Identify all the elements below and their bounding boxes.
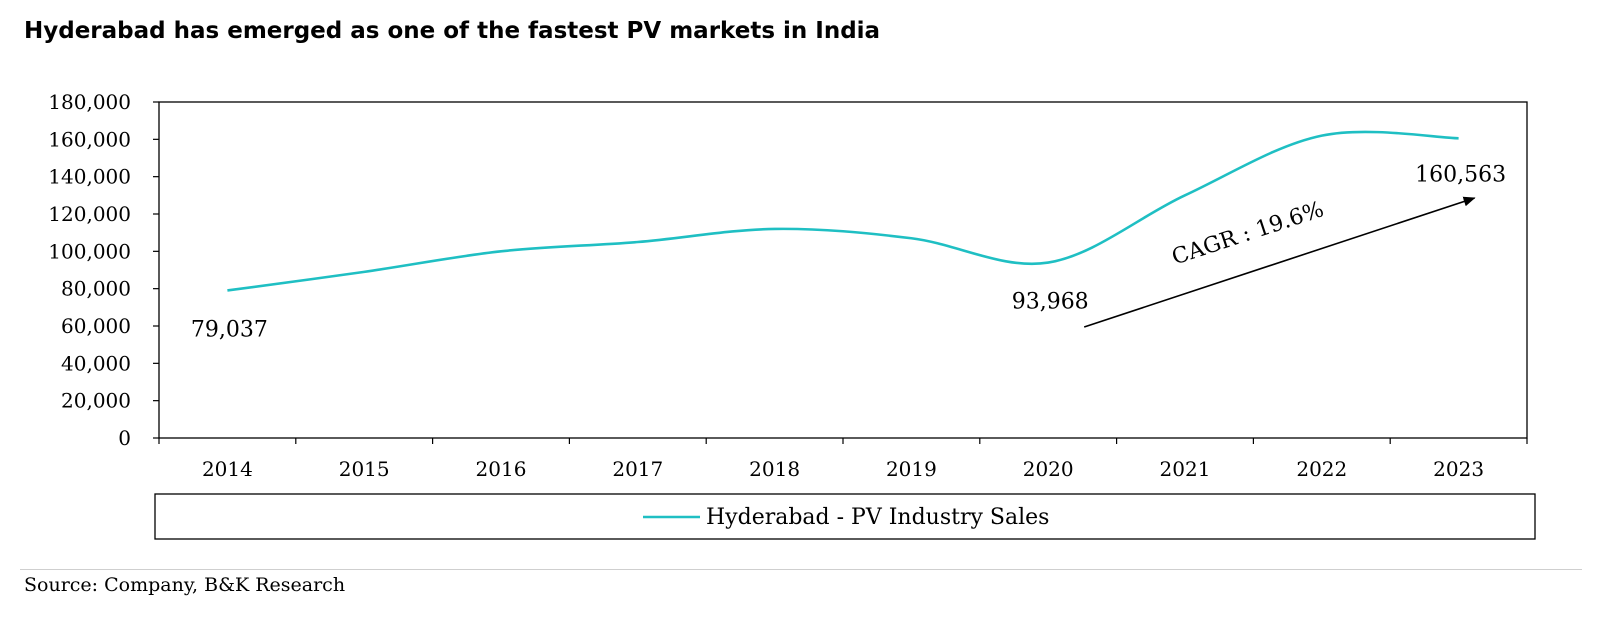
y-tick-label: 160,000 [48,127,131,151]
x-tick-label: 2018 [749,457,800,481]
cagr-arrow [1083,196,1476,328]
y-tick-label: 40,000 [61,351,131,375]
x-tick-label: 2022 [1296,457,1347,481]
y-tick-label: 140,000 [48,165,131,189]
y-tick-label: 60,000 [61,314,131,338]
line-chart: 0 20,000 40,000 60,000 80,000 100,000 120,000 1… [48,90,1536,540]
x-tick-label: 2020 [1023,457,1074,481]
x-tick-label: 2017 [612,457,663,481]
plot-area-frame [158,101,1528,439]
cagr-annotation: CAGR : 19.6% [1083,196,1476,328]
data-label: 93,968 [1012,290,1089,315]
legend-box [154,493,1536,540]
source-note: Source: Company, B&K Research [24,574,346,596]
legend-label: Hyderabad - PV Industry Sales [706,505,1049,530]
chart-title: Hyderabad has emerged as one of the fast… [24,18,881,44]
y-tick-label: 80,000 [61,277,131,301]
x-tick-label: 2021 [1160,457,1211,481]
y-tick-label: 0 [118,426,131,450]
y-axis: 0 20,000 40,000 60,000 80,000 100,000 120,000 1… [48,90,159,450]
legend: Hyderabad - PV Industry Sales [154,493,1536,540]
x-tick-label: 2015 [339,457,390,481]
x-tick-label: 2023 [1433,457,1484,481]
x-tick-label: 2019 [886,457,937,481]
x-tick-label: 2014 [202,457,253,481]
y-tick-label: 20,000 [61,389,131,413]
x-tick-label: 2016 [476,457,527,481]
data-labels: 79,037 93,968 160,563 [191,162,1506,342]
y-tick-label: 120,000 [48,202,131,226]
data-label: 79,037 [191,317,268,342]
x-axis: 2014 2015 2016 2017 2018 2019 2020 2021 2022 2023 [158,438,1528,481]
y-tick-label: 100,000 [48,239,131,263]
data-label: 160,563 [1415,162,1506,187]
y-tick-label: 180,000 [48,90,131,114]
series-line-hyderabad-pv-sales [227,130,1459,292]
cagr-label: CAGR : 19.6% [1169,197,1327,270]
source-divider [20,569,1582,570]
